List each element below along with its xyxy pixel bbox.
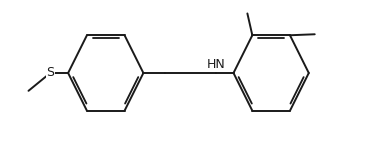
Text: S: S (46, 67, 54, 79)
Text: HN: HN (206, 58, 225, 71)
